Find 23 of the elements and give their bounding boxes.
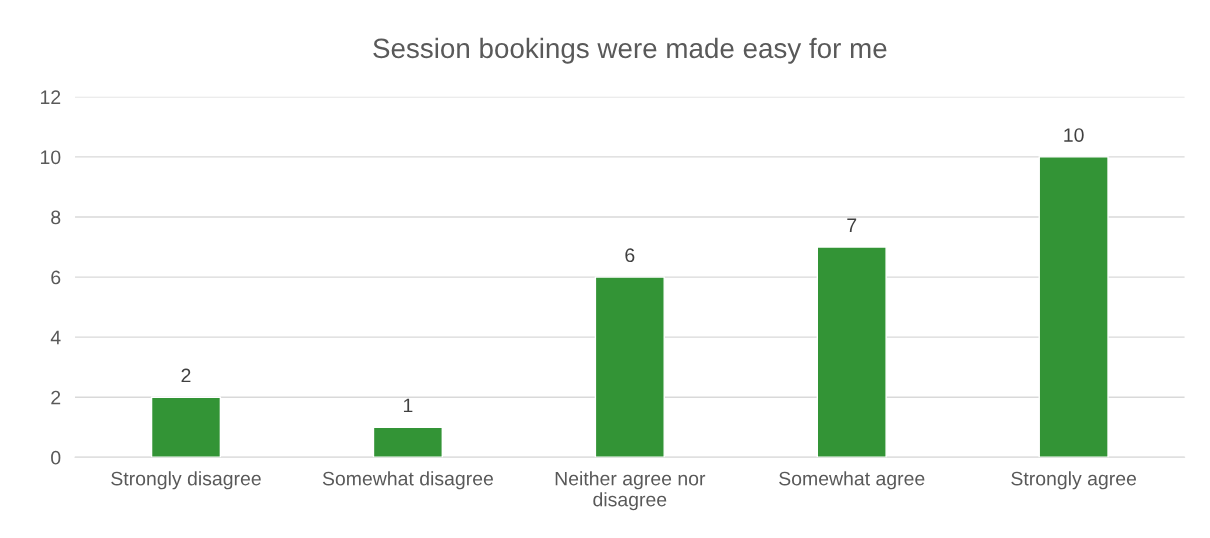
y-tick-label: 4 xyxy=(50,330,61,345)
y-tick-label: 2 xyxy=(51,390,61,405)
data-label: 10 xyxy=(1064,128,1084,142)
data-label: 7 xyxy=(847,218,857,232)
x-tick-label: Strongly disagree xyxy=(111,471,261,490)
x-tick-label: Strongly agree xyxy=(1011,471,1137,490)
bar xyxy=(594,276,665,458)
bar xyxy=(1038,156,1109,458)
bar xyxy=(372,426,443,458)
x-tick-label: Somewhat disagree xyxy=(322,471,493,490)
x-tick-label: Neither agree nor disagree xyxy=(555,471,706,511)
y-tick-label: 0 xyxy=(51,450,61,465)
bar xyxy=(816,246,887,458)
data-label: 1 xyxy=(403,398,413,413)
y-tick-label: 12 xyxy=(40,90,61,104)
chart-title: Session bookings were made easy for me xyxy=(373,37,887,64)
bar xyxy=(150,396,222,458)
x-tick-label: Somewhat agree xyxy=(779,471,925,490)
y-tick-label: 10 xyxy=(40,150,61,165)
data-label: 2 xyxy=(181,368,191,383)
data-label: 6 xyxy=(625,248,635,263)
y-tick-label: 6 xyxy=(51,270,61,285)
y-tick-label: 8 xyxy=(51,210,61,225)
